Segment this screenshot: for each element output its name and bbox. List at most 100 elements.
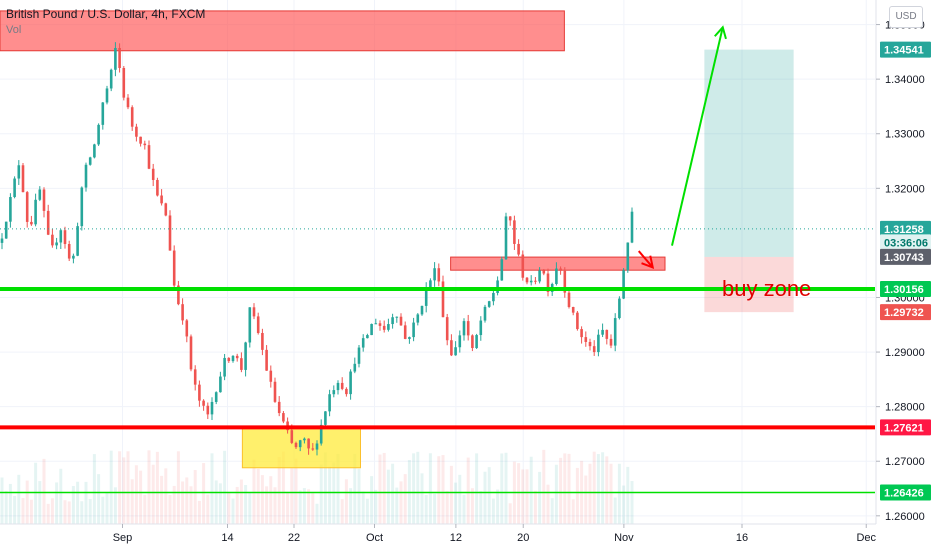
candle — [387, 318, 390, 332]
candle — [122, 65, 126, 101]
volume-bar — [189, 486, 193, 524]
volume-bar — [34, 462, 38, 524]
price-tick-label: 1.28000 — [885, 402, 925, 414]
candle — [181, 298, 184, 325]
candle — [231, 355, 235, 363]
candle — [626, 242, 630, 273]
volume-bar — [504, 452, 508, 524]
candle — [114, 42, 117, 77]
svg-text:1.34541: 1.34541 — [884, 45, 924, 57]
volume-bar — [59, 468, 63, 524]
price-label-last-price: 1.31258 — [880, 220, 931, 237]
candle — [198, 380, 201, 407]
svg-text:1.30156: 1.30156 — [884, 284, 924, 296]
volume-bar — [445, 490, 449, 524]
candle — [315, 440, 319, 456]
resistance-box — [0, 10, 565, 52]
time-tick-label: 14 — [221, 532, 233, 544]
candle — [109, 68, 113, 92]
price-tick-label: 1.29000 — [885, 347, 925, 359]
candle — [277, 396, 281, 417]
volume-bar — [223, 450, 227, 524]
candle — [9, 193, 12, 228]
svg-text:1.27621: 1.27621 — [884, 422, 924, 434]
volume-bar — [550, 498, 554, 524]
volume-bar — [500, 453, 504, 524]
candle — [151, 163, 155, 187]
volume-bar — [529, 456, 533, 524]
candle — [261, 328, 264, 356]
candle — [559, 266, 562, 275]
volume-bar — [8, 483, 12, 524]
candle — [46, 204, 50, 236]
volume-bar — [63, 500, 67, 524]
candle — [101, 101, 105, 130]
symbol-title: British Pound / U.S. Dollar, 4h, FXCM — [6, 7, 206, 21]
volume-bar — [214, 480, 218, 524]
candle — [139, 136, 142, 147]
volume-bar — [315, 503, 319, 524]
volume-bar — [76, 481, 80, 524]
price-tick-label: 1.32000 — [885, 183, 925, 195]
time-axis[interactable]: Sep 14 22 Oct 12 20 Nov 16 Dec — [0, 523, 877, 550]
price-label-countdown: 03:36:06 — [880, 234, 931, 251]
candle — [433, 262, 436, 287]
volume-bar — [265, 486, 269, 524]
candle — [441, 275, 445, 318]
candle — [67, 240, 71, 262]
candle — [466, 314, 470, 341]
candle — [307, 438, 310, 455]
volume-bar — [80, 501, 84, 524]
candle — [118, 43, 121, 73]
candle — [38, 186, 42, 202]
volume-bar — [416, 451, 420, 524]
candle — [97, 123, 100, 146]
candle — [34, 193, 37, 227]
volume-bar — [533, 490, 537, 524]
candle — [403, 321, 407, 340]
candle — [508, 216, 512, 226]
volume-bar — [176, 451, 180, 524]
volume-bar — [298, 490, 302, 524]
candle — [160, 189, 163, 206]
volume-bar — [454, 482, 458, 524]
volume-bar — [424, 495, 428, 524]
volume-bar — [462, 494, 466, 524]
time-tick-label: Oct — [366, 532, 383, 544]
candle — [63, 226, 67, 249]
candle — [458, 330, 462, 353]
volume-bar — [538, 471, 542, 524]
candle — [328, 389, 331, 417]
candle — [630, 207, 634, 244]
volume-bar — [4, 490, 8, 524]
candle — [576, 310, 579, 331]
volume-bar — [542, 449, 546, 524]
volume-bar — [466, 457, 470, 524]
candle — [420, 305, 424, 316]
volume-bar — [571, 499, 575, 524]
volume-bar — [38, 481, 42, 524]
candle — [487, 300, 491, 308]
volume-bar — [197, 500, 201, 524]
volume-bar — [336, 453, 340, 524]
candle — [21, 163, 25, 193]
candle — [340, 377, 344, 391]
candle — [521, 250, 525, 281]
volume-bar — [109, 450, 113, 524]
candle — [42, 187, 46, 218]
price-label-entry: 1.30743 — [880, 248, 931, 265]
price-axis[interactable]: 1.350001.340001.330001.320001.300001.290… — [875, 0, 932, 550]
volume-bar — [168, 494, 172, 524]
candle — [13, 176, 16, 199]
candle — [130, 105, 134, 131]
volume-bar — [84, 481, 88, 524]
volume-bar — [605, 456, 609, 524]
currency-button[interactable]: USD — [889, 6, 923, 28]
candle — [319, 419, 323, 446]
volume-bar — [470, 488, 474, 524]
down-arrow — [637, 250, 655, 270]
candle — [500, 256, 504, 281]
candle — [193, 365, 197, 391]
